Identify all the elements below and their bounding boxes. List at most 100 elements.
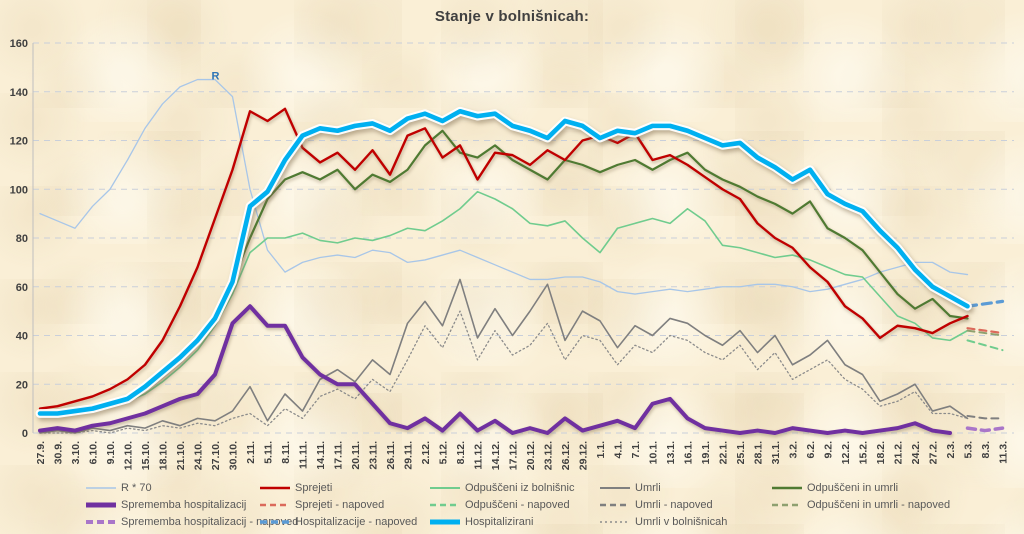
legend-swatch [430,503,460,506]
series-umrli-v-bolni-nicah [39,310,969,434]
x-axis-tick-label: 5.11. [263,441,275,464]
x-axis-tick-label: 21.2. [893,441,905,464]
legend-item: Sprejeti - napoved [260,498,430,511]
x-axis-tick-label: 12.10. [123,441,135,470]
x-axis-tick-label: 11.12. [473,441,485,470]
x-axis-tick-label: 27.10. [210,441,222,470]
legend-label: Odpuščeni - napoved [465,498,570,511]
x-axis-tick-label: 2.12. [420,441,432,464]
series-odpu-eni-in-umrli-napoved [966,329,1004,337]
y-axis-tick-label: 120 [10,136,28,148]
x-axis-tick-label: 10.1. [648,441,660,464]
x-axis-tick-label: 20.11. [350,441,362,470]
x-axis-tick-label: 13.1. [665,441,677,464]
series-line [37,108,970,416]
y-axis-tick-label: 100 [10,184,28,196]
series-umrli-napoved [966,414,1004,420]
y-axis-tick-label: 20 [16,379,28,391]
x-axis-tick-label: 25.1. [735,441,747,464]
y-axis-tick-label: 60 [16,282,28,294]
series-line [39,278,969,434]
legend-label: Umrli - napoved [635,498,713,511]
x-axis-tick-label: 30.9. [53,441,65,464]
r-annotation-label: R [212,71,220,83]
x-axis-tick-label: 12.2. [840,441,852,464]
series-line [966,414,1004,420]
x-axis-tick-label: 26.12. [560,441,572,470]
legend-swatch [430,519,460,524]
chart-legend: R * 70 Sprejeti Odpuščeni iz bolnišnic Umrl… [0,481,1024,528]
x-axis-tick-label: 16.1. [683,441,695,464]
series-sprememba-hospitalizacij-napoved [965,426,1005,433]
x-axis-tick-label: 29.11. [403,441,415,470]
y-axis-tick-label: 160 [10,38,28,50]
x-axis-tick-label: 19.1. [700,441,712,464]
legend-item: Odpuščeni iz bolnišnic [430,481,600,494]
legend-item: Sprememba hospitalizacij [86,498,260,511]
legend-label: Sprememba hospitalizacij - napoved [121,515,299,528]
x-axis-tick-label: 20.12. [525,441,537,470]
legend-label: Sprejeti - napoved [295,498,385,511]
x-axis-tick-label: 31.1. [770,441,782,464]
x-axis-tick-label: 27.9. [35,441,47,464]
legend-swatch [600,486,630,489]
legend-label: Umrli [635,481,661,494]
x-axis-tick-label: 29.12. [578,441,590,470]
x-axis-tick-label: 27.2. [928,441,940,464]
series-line [966,329,1004,337]
legend-item: Odpuščeni - napoved [430,498,600,511]
legend-label: Odpuščeni in umrli [807,481,899,494]
legend-item: Hospitalizacije - napoved [260,515,430,528]
legend-item: Sprememba hospitalizacij - napoved [86,515,298,528]
legend-swatch [430,486,460,489]
x-axis-tick-label: 18.2. [875,441,887,464]
chart-title: Stanje v bolnišnicah: [434,8,590,25]
y-axis-tick-label: 80 [16,233,28,245]
y-axis-tick-label: 140 [10,87,28,99]
legend-swatch [260,519,290,524]
series-line [38,304,952,435]
legend-swatch [260,486,290,489]
x-axis-tick-label: 14.11. [315,441,327,470]
x-axis-tick-label: 18.10. [158,441,170,470]
x-axis-tick-label: 15.10. [140,441,152,470]
series-sprejeti [38,107,969,410]
x-axis-tick-label: 5.3. [963,441,975,459]
legend-item: R * 70 [86,481,260,494]
x-axis-tick-label: 21.10. [175,441,187,470]
x-axis-tick-label: 3.10. [70,441,82,464]
x-axis-tick-label: 22.1. [718,441,730,464]
legend-label: R * 70 [121,481,152,494]
series-odpu-eni-napoved [966,339,1004,352]
x-axis-tick-label: 17.12. [508,441,520,470]
series-sprejeti-napoved [966,327,1004,335]
x-axis-tick-label: 6.10. [88,441,100,464]
x-axis-tick-label: 4.1. [613,441,625,459]
legend-swatch [600,503,630,506]
x-axis-tick-label: 2.3. [945,441,957,459]
legend-swatch [86,502,116,507]
x-axis-tick-label: 2.11. [245,441,257,464]
legend-label: Odpuščeni iz bolnišnic [465,481,575,494]
x-axis-tick-label: 23.12. [543,441,555,470]
x-axis-tick-label: 17.11. [333,441,345,470]
legend-swatch [86,519,116,524]
legend-swatch [86,486,116,489]
legend-swatch [600,520,630,523]
legend-item: Umrli v bolnišnicah [600,515,772,528]
legend-item: Umrli - napoved [600,498,772,511]
series-line [38,129,969,413]
x-axis-tick-label: 23.11. [368,441,380,470]
x-axis-tick-label: 11.3. [998,441,1010,464]
series-line [39,78,969,295]
x-axis-tick-label: 8.3. [980,441,992,459]
x-axis-tick-label: 5.12. [438,441,450,464]
series-line [965,426,1005,433]
series-sprememba-hospitalizacij [38,304,952,435]
y-axis-tick-label: 40 [16,331,28,343]
x-axis-tick-label: 9.10. [105,441,117,464]
x-axis-tick-label: 7.1. [630,441,642,459]
legend-item: Sprejeti [260,481,430,494]
legend-item: Odpuščeni in umrli - napoved [772,498,1024,511]
series-line [39,310,969,434]
